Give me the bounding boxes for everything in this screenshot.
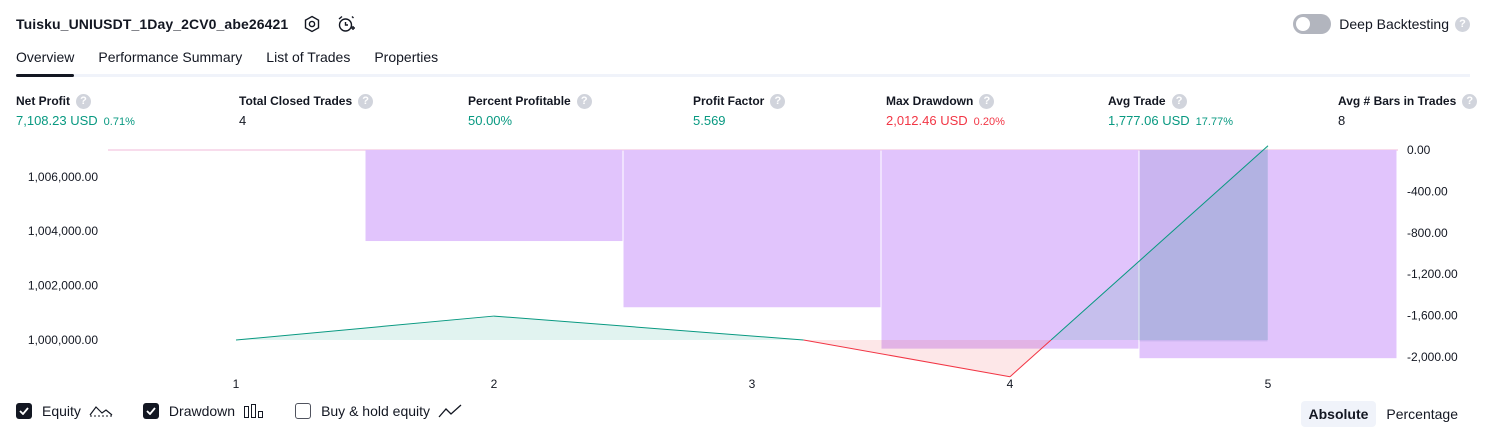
left-axis-tick-label: 1,002,000.00 [28, 279, 98, 293]
metric-value: 8 [1338, 113, 1346, 128]
legend-label: Buy & hold equity [321, 403, 431, 419]
deep-backtesting-control: Deep Backtesting ? [1293, 12, 1470, 36]
report-header: Tuisku_UNIUSDT_1Day_2CV0_abe26421 [16, 12, 356, 36]
metric-label: Avg Trade [1108, 94, 1166, 108]
metric-avg-trade: Avg Trade? 1,777.06 USD 17.77% [1108, 93, 1233, 128]
metric-percent-profitable: Percent Profitable? 50.00% [468, 93, 592, 128]
scale-mode-switch: Absolute Percentage [1299, 401, 1467, 427]
legend-equity[interactable]: Equity [16, 403, 113, 419]
equity-line-segment [235, 315, 495, 341]
percentage-mode-button[interactable]: Percentage [1386, 406, 1458, 422]
legend-drawdown[interactable]: Drawdown [142, 403, 265, 419]
drawdown-bar [623, 150, 881, 308]
x-axis-tick-label: 5 [1265, 377, 1272, 391]
drawdown-bar [1139, 150, 1268, 342]
buy-hold-line-icon [438, 403, 462, 419]
drawdown-bar [365, 150, 623, 242]
right-axis-tick-label: -1,600.00 [1407, 309, 1458, 323]
metric-value: 5.569 [693, 113, 726, 128]
metric-avg-bars-in-trades: Avg # Bars in Trades? 8 [1338, 93, 1478, 128]
right-axis-tick-label: -800.00 [1407, 226, 1448, 240]
left-axis-tick-label: 1,000,000.00 [28, 333, 98, 347]
tab-overview[interactable]: Overview [16, 44, 75, 77]
help-icon[interactable]: ? [358, 93, 374, 109]
help-icon[interactable]: ? [979, 93, 995, 109]
metric-value: 50.00% [468, 113, 513, 128]
metric-value: 4 [239, 113, 247, 128]
x-axis-tick-label: 3 [749, 377, 756, 391]
x-axis-tick-label: 1 [233, 377, 240, 391]
tab-properties[interactable]: Properties [374, 49, 439, 65]
equity-drawdown-chart: 1,006,000.00 1,004,000.00 1,002,000.00 1,00… [28, 143, 1458, 391]
metric-label: Percent Profitable [468, 94, 571, 108]
legend-buy-hold[interactable]: Buy & hold equity [295, 403, 462, 419]
right-axis-tick-label: -400.00 [1407, 184, 1448, 198]
metric-value: 2,012.46 USD [886, 113, 968, 128]
left-axis-tick-label: 1,006,000.00 [28, 170, 98, 184]
metric-value: 7,108.23 USD [16, 113, 98, 128]
deep-backtesting-label: Deep Backtesting [1339, 16, 1449, 32]
help-icon[interactable]: ? [1455, 16, 1470, 32]
metric-percent: 0.20% [973, 116, 1005, 128]
help-icon[interactable]: ? [76, 93, 91, 109]
right-axis-tick-label: 0.00 [1407, 143, 1431, 157]
metric-percent: 0.71% [103, 116, 135, 128]
help-icon[interactable]: ? [1462, 93, 1478, 109]
drawdown-bar [881, 150, 1139, 349]
x-axis-tick-label: 2 [491, 377, 498, 391]
help-icon[interactable]: ? [1171, 93, 1187, 109]
equity-line-icon [89, 403, 113, 419]
drawdown-bars-icon [243, 403, 265, 419]
legend-label: Equity [42, 403, 81, 419]
help-icon[interactable]: ? [770, 93, 786, 109]
absolute-mode-button[interactable]: Absolute [1300, 401, 1377, 427]
strategy-title: Tuisku_UNIUSDT_1Day_2CV0_abe26421 [16, 16, 289, 32]
toggle-knob [1296, 17, 1311, 31]
alarm-plus-icon[interactable] [336, 14, 356, 34]
equity-line-segment [1009, 339, 1052, 378]
metric-label: Avg # Bars in Trades [1338, 94, 1457, 108]
tab-performance-summary[interactable]: Performance Summary [98, 49, 243, 65]
right-axis-tick-label: -1,200.00 [1407, 267, 1458, 281]
x-axis-tick-label: 4 [1007, 377, 1014, 391]
chart-legend: Equity Drawdown Buy & hold equity [16, 403, 492, 419]
equity-line-segment [1050, 145, 1269, 341]
right-axis-tick-label: -2,000.00 [1407, 350, 1458, 364]
buy-hold-checkbox[interactable] [295, 403, 312, 419]
metric-label: Total Closed Trades [239, 94, 353, 108]
left-axis-tick-label: 1,004,000.00 [28, 224, 98, 238]
help-icon[interactable]: ? [576, 93, 592, 109]
metric-value: 1,777.06 USD [1108, 113, 1190, 128]
metric-label: Net Profit [16, 94, 70, 108]
metric-percent: 17.77% [1195, 116, 1233, 128]
equity-line-segment [803, 339, 1011, 378]
deep-backtesting-toggle[interactable] [1293, 14, 1332, 34]
equity-checkbox[interactable] [16, 403, 32, 419]
metric-profit-factor: Profit Factor? 5.569 [693, 93, 786, 128]
metric-net-profit: Net Profit? 7,108.23 USD 0.71% [16, 93, 135, 128]
metric-label: Profit Factor [693, 94, 765, 108]
report-tabs: Overview Performance Summary List of Tra… [16, 44, 1470, 77]
metric-max-drawdown: Max Drawdown? 2,012.46 USD 0.20% [886, 93, 1005, 128]
equity-line-segment [493, 315, 804, 341]
metric-total-closed-trades: Total Closed Trades? 4 [239, 93, 374, 128]
metric-label: Max Drawdown [886, 94, 974, 108]
legend-label: Drawdown [168, 403, 236, 419]
drawdown-checkbox[interactable] [142, 403, 159, 419]
tab-list-of-trades[interactable]: List of Trades [266, 49, 351, 65]
gear-icon[interactable] [302, 14, 322, 34]
